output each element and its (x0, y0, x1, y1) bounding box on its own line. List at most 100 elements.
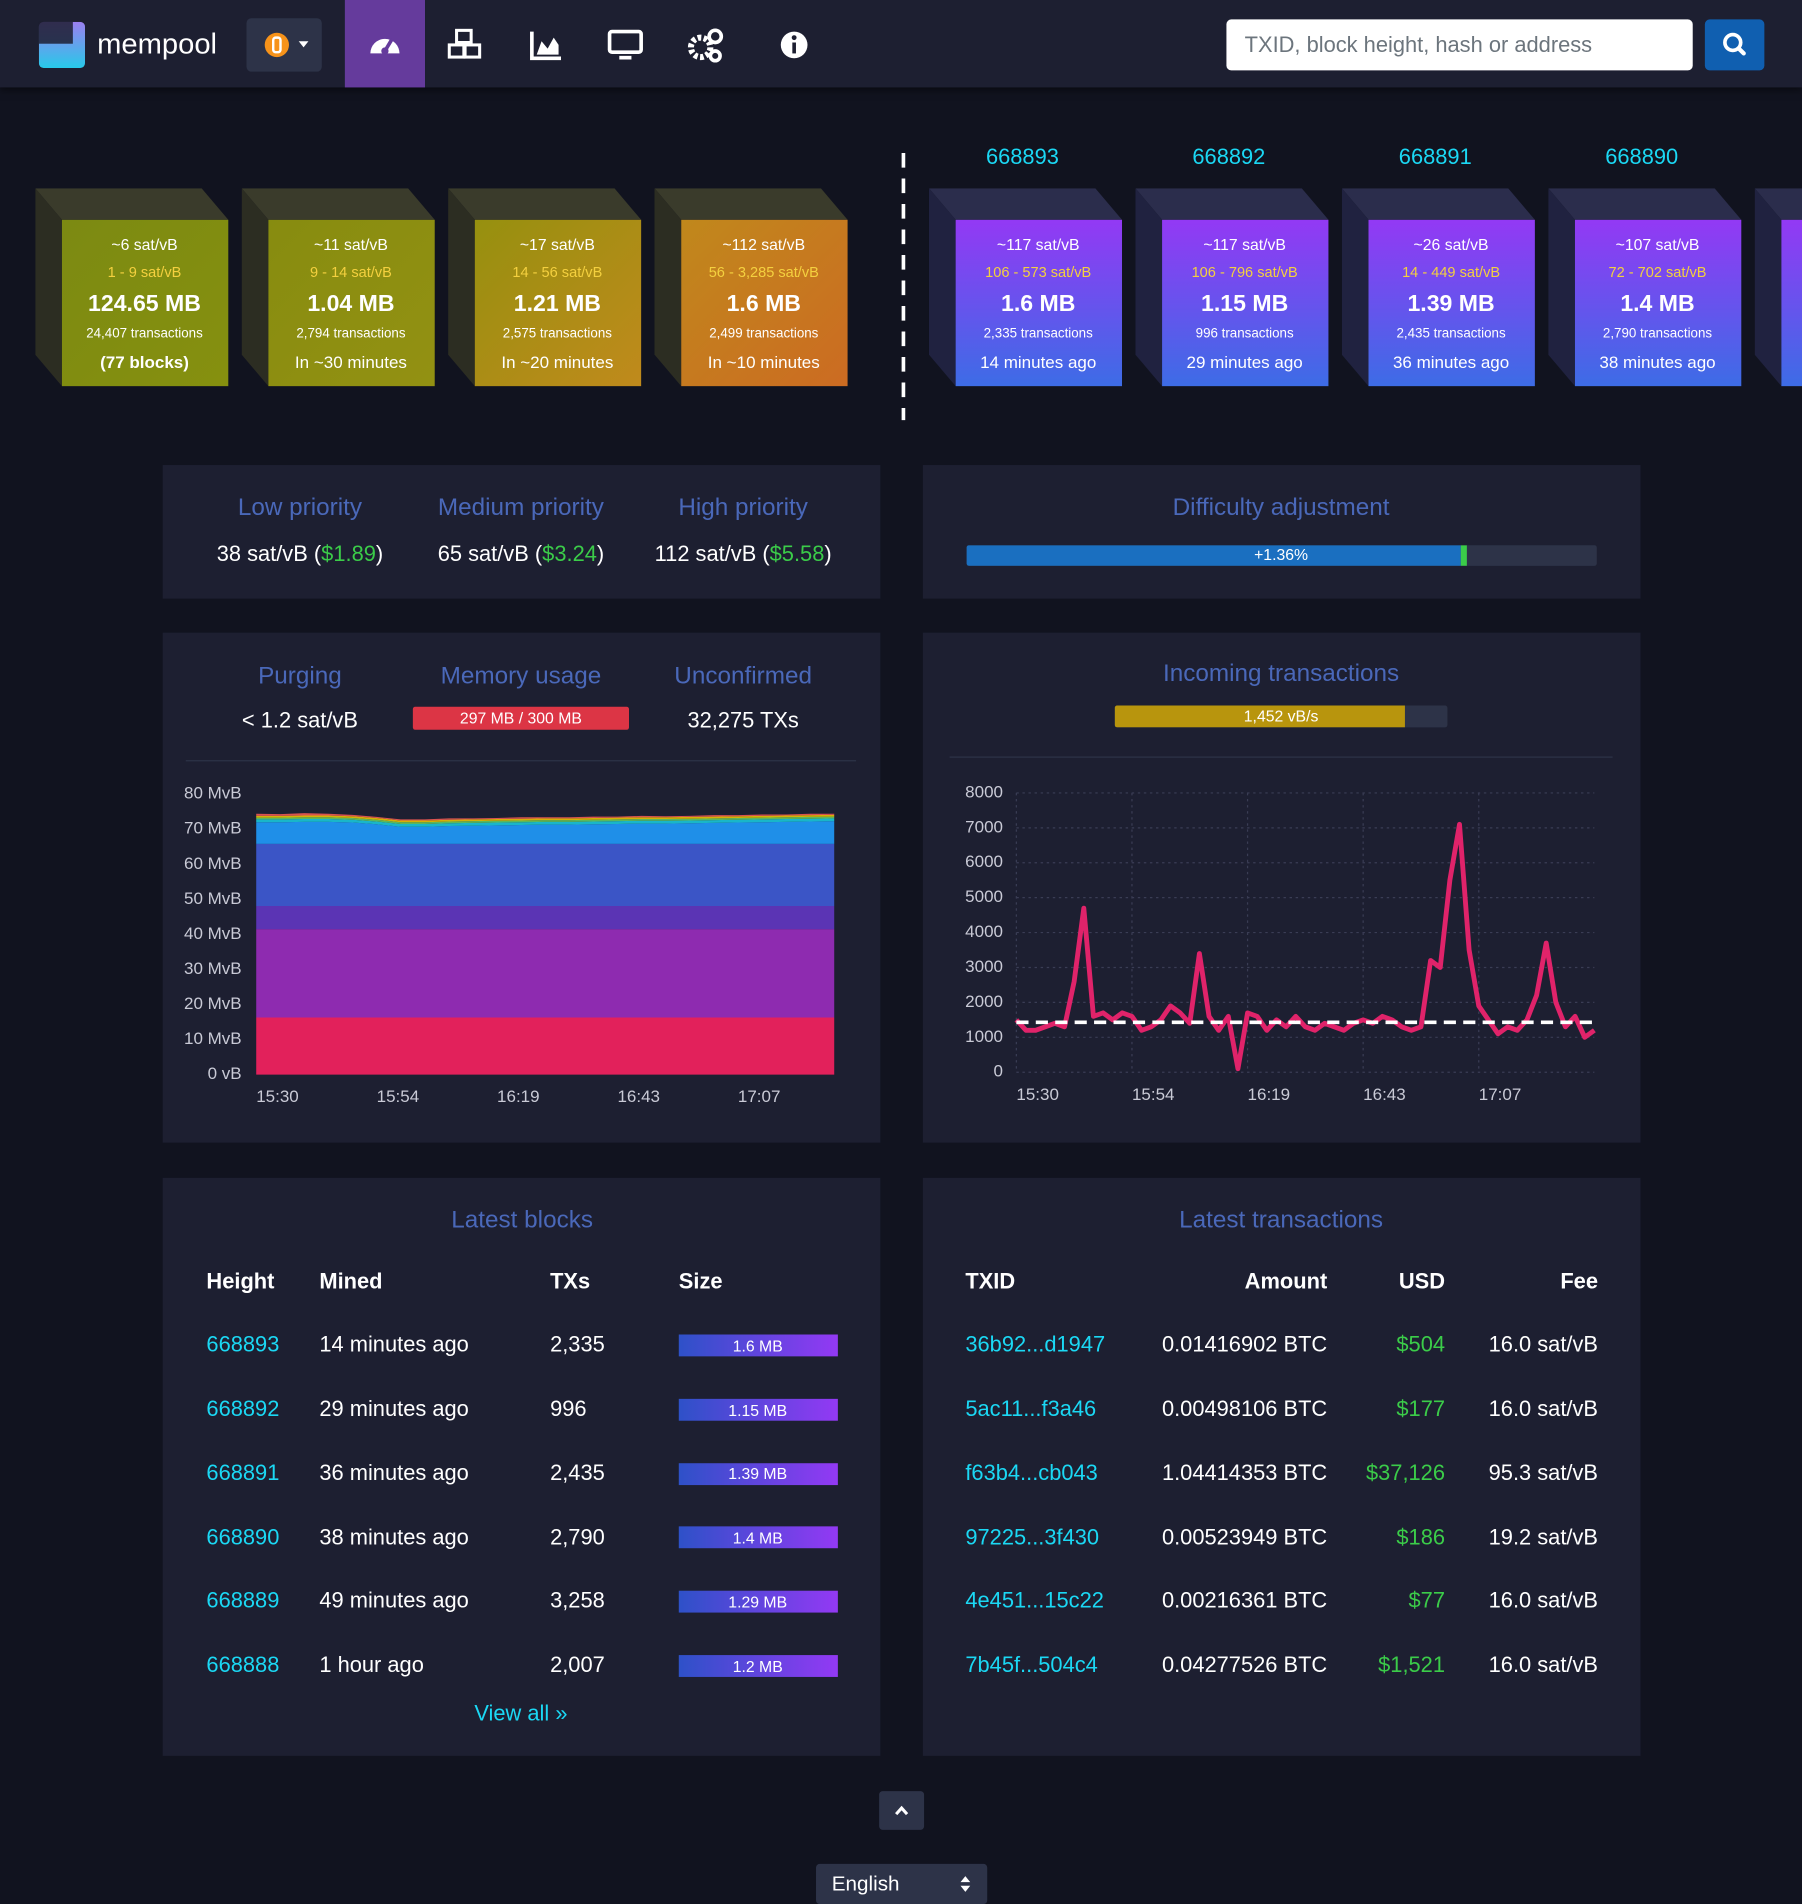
difficulty-bar (966, 545, 1597, 566)
block-height-link[interactable]: 668893 (206, 1332, 280, 1357)
txid-link[interactable]: 97225...3f430 (965, 1524, 1100, 1549)
block-front[interactable] (955, 219, 1123, 387)
fee-close: ) (824, 542, 832, 567)
size-bar (678, 1654, 838, 1677)
block-front[interactable] (681, 219, 848, 387)
incoming-rate: 1,452 vB/s (1243, 706, 1319, 725)
block-top-face (1548, 188, 1742, 220)
block-height-link[interactable]: 668891 (206, 1460, 280, 1485)
search-input[interactable]: TXID, block height, hash or address (1226, 19, 1693, 71)
txid-link[interactable]: 7b45f...504c4 (965, 1652, 1098, 1678)
logo-text[interactable]: mempool (97, 27, 218, 61)
logo-icon[interactable] (38, 21, 86, 69)
fee-label: Medium priority (437, 494, 604, 521)
fee-close: ) (596, 542, 605, 567)
fee-rate: 65 sat/vB ( (437, 542, 543, 567)
block-size: 1.2 MB (732, 1657, 783, 1676)
txid-link[interactable]: 5ac11...f3a46 (965, 1396, 1097, 1421)
block-txs: 2,435 (550, 1460, 605, 1485)
fee-close: ) (375, 542, 384, 567)
block-side-face (1341, 188, 1369, 387)
block-size: 1.04 MB (307, 291, 395, 317)
block-txs: 2,335 (550, 1332, 605, 1357)
table-header: Mined (319, 1269, 383, 1294)
txid-link[interactable]: f63b4...cb043 (965, 1460, 1098, 1485)
block-side-face (448, 188, 475, 387)
nav-graphs[interactable] (525, 24, 566, 65)
txid-link[interactable]: 4e451...15c22 (965, 1588, 1104, 1614)
block-mined: 1 hour ago (319, 1652, 424, 1678)
nav-dashboard[interactable] (344, 0, 426, 88)
block-side-face (1135, 188, 1163, 387)
block-front[interactable] (268, 219, 435, 387)
block-fee-range: 106 - 573 sat/vB (985, 263, 1092, 281)
block-front[interactable] (1368, 219, 1535, 387)
nav-settings[interactable] (685, 24, 726, 65)
block-height-link[interactable]: 668892 (206, 1396, 280, 1421)
block-height[interactable]: 668892 (1192, 144, 1266, 170)
difficulty-progress (966, 545, 1461, 566)
search-button[interactable] (1704, 19, 1765, 71)
tx-amount: 0.00523949 BTC (1161, 1524, 1328, 1549)
block-fee: ~26 sat/vB (1413, 235, 1489, 254)
difficulty-remaining (1460, 545, 1467, 566)
block-height[interactable]: 668893 (985, 144, 1059, 170)
network-selector[interactable] (246, 18, 322, 72)
block-size: 1.4 MB (1620, 291, 1695, 317)
table-header: Height (206, 1269, 275, 1294)
fee-usd: $5.58 (769, 542, 825, 567)
block-time: In ~30 minutes (294, 352, 407, 372)
incoming-title: Incoming transactions (1162, 660, 1400, 688)
block-side-face (1548, 188, 1575, 387)
mempool-info-label: Unconfirmed (674, 663, 812, 690)
tx-usd: $504 (1396, 1332, 1446, 1357)
block-tx-count: 24,407 transactions (86, 327, 203, 342)
tx-amount: 1.04414353 BTC (1161, 1460, 1328, 1485)
tx-usd: $186 (1396, 1524, 1446, 1549)
tx-fee: 16.0 sat/vB (1488, 1588, 1599, 1614)
block-height-link[interactable]: 668890 (206, 1524, 280, 1549)
block-txs: 2,007 (550, 1652, 605, 1678)
block-tx-count: 2,575 transactions (502, 327, 612, 342)
block-tx-count: 2,335 transactions (983, 327, 1093, 342)
table-header: TXs (550, 1269, 591, 1294)
block-mined: 49 minutes ago (319, 1588, 469, 1614)
block-front[interactable] (1162, 219, 1329, 387)
block-size: 1.15 MB (1201, 291, 1289, 317)
block-height-link[interactable]: 668889 (206, 1588, 280, 1614)
block-txs: 2,790 (550, 1524, 605, 1549)
memory-usage-value: 297 MB / 300 MB (459, 709, 582, 728)
scroll-top-button[interactable] (879, 1791, 925, 1830)
block-height[interactable]: 668891 (1398, 144, 1472, 170)
table-header: Size (678, 1269, 723, 1294)
block-fee: ~117 sat/vB (1203, 235, 1286, 254)
block-front[interactable] (1781, 219, 1802, 387)
block-time: 36 minutes ago (1392, 352, 1510, 372)
incoming-bar (1114, 705, 1448, 728)
nav-about[interactable] (775, 26, 814, 65)
block-side-face (928, 188, 956, 387)
block-top-face (241, 188, 435, 220)
size-bar (678, 1334, 838, 1357)
block-front[interactable] (474, 219, 642, 387)
chevron-up-icon (895, 1805, 909, 1816)
block-front[interactable] (61, 219, 229, 387)
tx-usd: $1,521 (1378, 1652, 1446, 1678)
tx-fee: 16.0 sat/vB (1488, 1332, 1599, 1357)
fees-card (162, 465, 881, 599)
tx-fee: 16.0 sat/vB (1488, 1396, 1599, 1421)
gauge-icon (370, 37, 400, 55)
nav-tv[interactable] (605, 24, 646, 65)
txid-link[interactable]: 36b92...d1947 (965, 1332, 1106, 1357)
language-select[interactable]: English (816, 1863, 988, 1904)
latest-blocks-title: Latest blocks (451, 1207, 594, 1234)
block-height[interactable]: 668890 (1605, 144, 1679, 170)
nav-blocks[interactable] (444, 24, 485, 65)
block-size: 1.4 MB (732, 1528, 783, 1548)
view-all-link[interactable]: View all » (474, 1701, 568, 1726)
block-height-link[interactable]: 668888 (206, 1652, 280, 1678)
block-size: 1.39 MB (728, 1464, 788, 1484)
select-arrows (960, 1876, 971, 1892)
block-front[interactable] (1574, 219, 1742, 387)
